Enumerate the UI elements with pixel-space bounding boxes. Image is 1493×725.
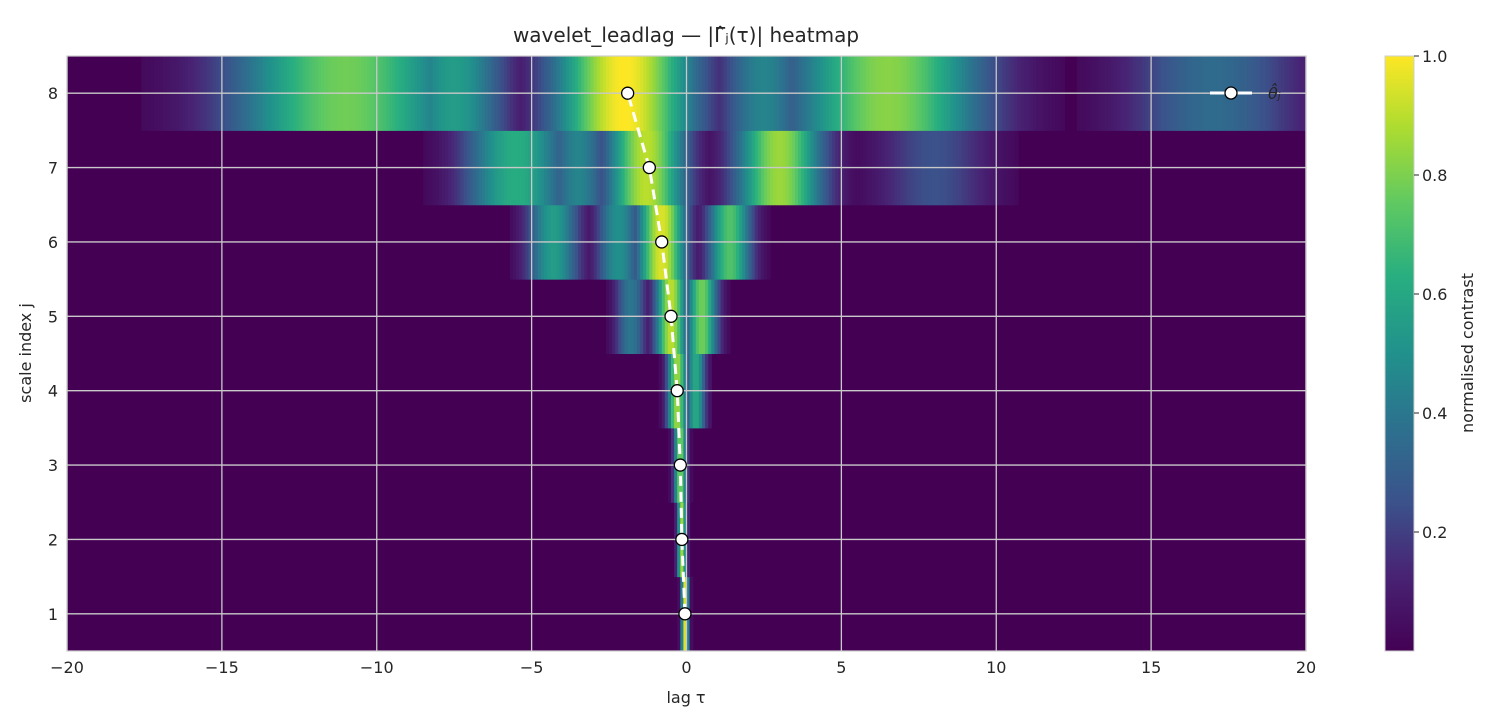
x-tick-labels: −20 −15 −10 −5 0 5 10 15 20 bbox=[50, 658, 1316, 677]
y-tick-label: 2 bbox=[48, 530, 58, 549]
x-axis-label: lag τ bbox=[666, 688, 705, 707]
grid-lines bbox=[66, 56, 1307, 651]
theta-point bbox=[664, 309, 678, 323]
y-tick-label: 8 bbox=[48, 84, 58, 103]
theta-line bbox=[626, 92, 687, 614]
theta-series bbox=[620, 86, 692, 621]
x-tick-label: −15 bbox=[205, 658, 239, 677]
x-tick-label: −10 bbox=[360, 658, 394, 677]
y-tick-label: 5 bbox=[48, 307, 58, 326]
colorbar-tick-label: 0.4 bbox=[1422, 404, 1447, 423]
colorbar-tick-label: 1.0 bbox=[1422, 47, 1447, 66]
theta-point bbox=[673, 458, 687, 472]
x-tick-label: −5 bbox=[520, 658, 544, 677]
colorbar-tick-label: 0.6 bbox=[1422, 285, 1447, 304]
x-tick-label: 5 bbox=[836, 658, 846, 677]
legend: θ̂ⱼ bbox=[1210, 83, 1281, 103]
colorbar bbox=[1384, 55, 1415, 652]
y-tick-label: 6 bbox=[48, 233, 58, 252]
colorbar-tick-label: 0.2 bbox=[1422, 523, 1447, 542]
x-tick-label: 10 bbox=[986, 658, 1006, 677]
y-tick-label: 7 bbox=[48, 159, 58, 178]
theta-point bbox=[642, 160, 656, 175]
legend-label: θ̂ⱼ bbox=[1268, 83, 1281, 103]
theta-point bbox=[670, 384, 684, 398]
x-tick-label: 15 bbox=[1141, 658, 1161, 677]
y-tick-label: 1 bbox=[48, 605, 58, 624]
y-tick-label: 3 bbox=[48, 456, 58, 475]
theta-point bbox=[620, 86, 635, 100]
x-tick-label: 0 bbox=[681, 658, 691, 677]
plot-frame bbox=[66, 55, 1307, 652]
colorbar-ticks: 0.2 0.4 0.6 0.8 1.0 bbox=[1414, 47, 1447, 542]
colorbar-tick-label: 0.8 bbox=[1422, 166, 1447, 185]
chart-title: wavelet_leadlag — |Γ̂ⱼ(τ)| heatmap bbox=[513, 23, 859, 47]
colorbar-label: normalised contrast bbox=[1458, 273, 1477, 433]
theta-point bbox=[655, 235, 669, 249]
y-tick-labels: 1 2 3 4 5 6 7 8 bbox=[48, 84, 58, 624]
legend-marker bbox=[1224, 86, 1238, 100]
y-axis-label: scale index j bbox=[16, 303, 35, 403]
y-tick-label: 4 bbox=[48, 382, 58, 401]
x-tick-label: 20 bbox=[1296, 658, 1316, 677]
theta-point bbox=[675, 532, 689, 547]
theta-point bbox=[678, 607, 692, 621]
x-tick-label: −20 bbox=[50, 658, 84, 677]
